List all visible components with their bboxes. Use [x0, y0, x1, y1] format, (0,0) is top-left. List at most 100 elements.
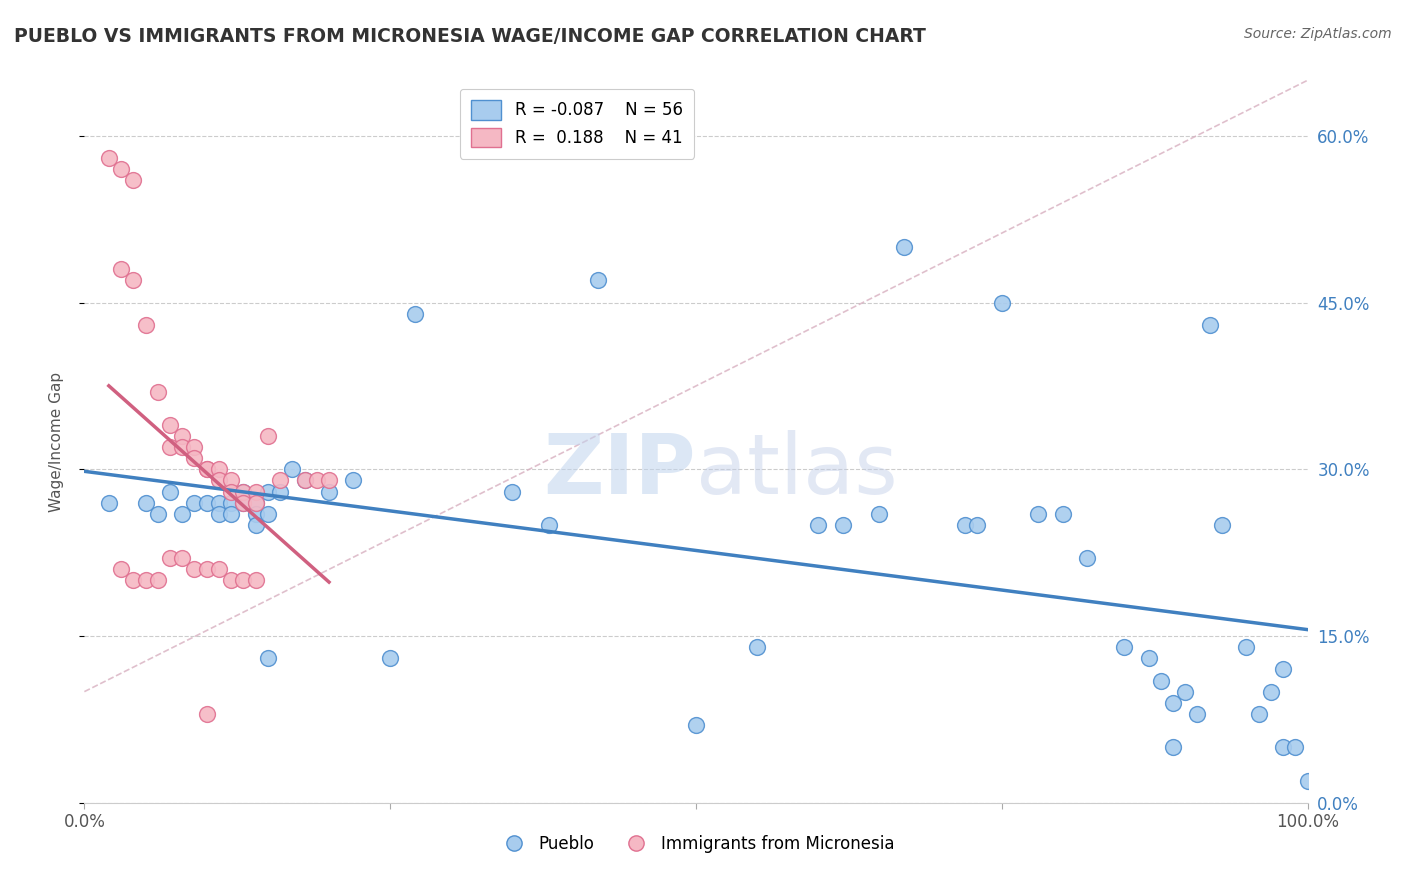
Point	[1272, 740, 1295, 755]
Point	[183, 562, 205, 576]
Text: ZIP: ZIP	[544, 430, 696, 511]
Point	[1247, 706, 1270, 721]
Text: atlas: atlas	[696, 430, 897, 511]
Point	[966, 517, 988, 532]
Point	[281, 462, 304, 476]
Point	[183, 440, 205, 454]
Point	[208, 462, 231, 476]
Text: PUEBLO VS IMMIGRANTS FROM MICRONESIA WAGE/INCOME GAP CORRELATION CHART: PUEBLO VS IMMIGRANTS FROM MICRONESIA WAG…	[14, 27, 927, 45]
Point	[991, 295, 1014, 310]
Point	[342, 474, 364, 488]
Point	[1236, 640, 1258, 655]
Point	[122, 173, 145, 187]
Point	[538, 517, 561, 532]
Point	[257, 484, 280, 499]
Point	[159, 551, 181, 566]
Point	[232, 496, 254, 510]
Point	[172, 440, 194, 454]
Point	[747, 640, 769, 655]
Point	[1211, 517, 1233, 532]
Point	[135, 574, 157, 588]
Point	[146, 574, 169, 588]
Point	[122, 574, 145, 588]
Point	[1187, 706, 1209, 721]
Point	[1137, 651, 1160, 665]
Point	[146, 507, 169, 521]
Point	[305, 474, 328, 488]
Point	[183, 496, 205, 510]
Point	[135, 496, 157, 510]
Point	[232, 484, 254, 499]
Point	[318, 474, 340, 488]
Point	[257, 429, 280, 443]
Point	[232, 574, 254, 588]
Point	[257, 507, 280, 521]
Point	[172, 429, 194, 443]
Point	[1260, 684, 1282, 698]
Point	[869, 507, 891, 521]
Point	[269, 484, 291, 499]
Point	[159, 417, 181, 432]
Point	[219, 574, 242, 588]
Point	[269, 474, 291, 488]
Point	[195, 462, 218, 476]
Point	[135, 318, 157, 332]
Point	[219, 474, 242, 488]
Point	[245, 496, 267, 510]
Point	[208, 562, 231, 576]
Point	[110, 562, 132, 576]
Point	[318, 484, 340, 499]
Point	[146, 384, 169, 399]
Point	[97, 151, 120, 165]
Point	[1198, 318, 1220, 332]
Point	[208, 496, 231, 510]
Point	[110, 262, 132, 277]
Text: Source: ZipAtlas.com: Source: ZipAtlas.com	[1244, 27, 1392, 41]
Point	[232, 484, 254, 499]
Point	[245, 507, 267, 521]
Point	[195, 496, 218, 510]
Point	[953, 517, 976, 532]
Point	[831, 517, 853, 532]
Point	[208, 474, 231, 488]
Point	[245, 496, 267, 510]
Point	[1028, 507, 1050, 521]
Point	[1076, 551, 1098, 566]
Point	[195, 462, 218, 476]
Point	[219, 496, 242, 510]
Point	[110, 162, 132, 177]
Point	[1052, 507, 1074, 521]
Point	[159, 484, 181, 499]
Point	[807, 517, 830, 532]
Point	[232, 496, 254, 510]
Point	[1284, 740, 1306, 755]
Point	[208, 507, 231, 521]
Point	[502, 484, 524, 499]
Point	[245, 484, 267, 499]
Point	[1296, 773, 1319, 788]
Point	[380, 651, 402, 665]
Point	[257, 651, 280, 665]
Point	[294, 474, 316, 488]
Point	[172, 551, 194, 566]
Point	[183, 451, 205, 466]
Point	[245, 574, 267, 588]
Point	[404, 307, 426, 321]
Point	[1174, 684, 1197, 698]
Point	[1272, 662, 1295, 676]
Point	[159, 440, 181, 454]
Legend: Pueblo, Immigrants from Micronesia: Pueblo, Immigrants from Micronesia	[491, 828, 901, 860]
Point	[1114, 640, 1136, 655]
Point	[172, 507, 194, 521]
Point	[195, 706, 218, 721]
Point	[195, 562, 218, 576]
Point	[219, 507, 242, 521]
Point	[122, 273, 145, 287]
Y-axis label: Wage/Income Gap: Wage/Income Gap	[49, 371, 63, 512]
Point	[245, 517, 267, 532]
Point	[893, 240, 915, 254]
Point	[685, 718, 707, 732]
Point	[1161, 740, 1184, 755]
Point	[1150, 673, 1173, 688]
Point	[586, 273, 609, 287]
